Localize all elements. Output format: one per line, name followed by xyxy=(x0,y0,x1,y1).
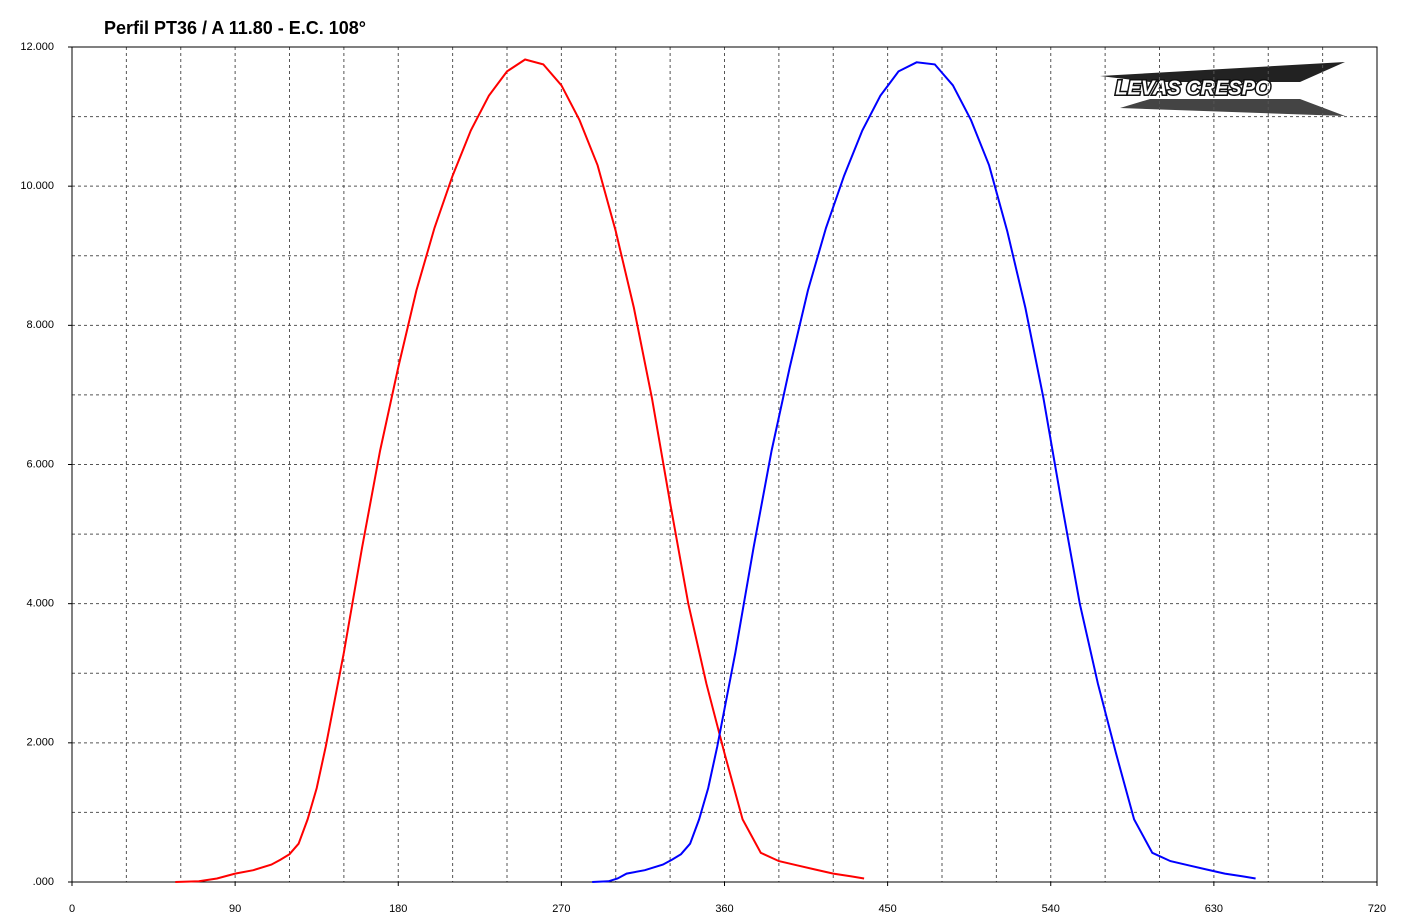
y-tick-label: .000 xyxy=(33,876,54,888)
x-tick-label: 270 xyxy=(552,903,570,915)
y-tick-label: 10.000 xyxy=(20,180,54,192)
chart-title: Perfil PT36 / A 11.80 - E.C. 108° xyxy=(104,18,366,38)
y-tick-label: 6.000 xyxy=(26,458,54,470)
logo-stripe xyxy=(1120,99,1345,116)
logo-stripe xyxy=(1100,62,1345,82)
y-tick-label: 8.000 xyxy=(26,319,54,331)
x-tick-label: 540 xyxy=(1042,903,1060,915)
logo: LEVAS CRESPO xyxy=(1100,62,1345,116)
x-tick-label: 90 xyxy=(229,903,241,915)
y-tick-label: 2.000 xyxy=(26,737,54,749)
x-tick-label: 720 xyxy=(1368,903,1386,915)
logo-text: LEVAS CRESPO xyxy=(1115,77,1271,99)
x-tick-label: 0 xyxy=(69,903,75,915)
x-tick-label: 360 xyxy=(715,903,733,915)
cam-lift-curve xyxy=(592,61,1256,883)
y-tick-label: 12.000 xyxy=(20,41,54,53)
cam-lift-curve xyxy=(175,58,865,883)
x-tick-label: 450 xyxy=(878,903,896,915)
x-tick-label: 630 xyxy=(1205,903,1223,915)
y-tick-label: 4.000 xyxy=(26,598,54,610)
x-tick-label: 180 xyxy=(389,903,407,915)
